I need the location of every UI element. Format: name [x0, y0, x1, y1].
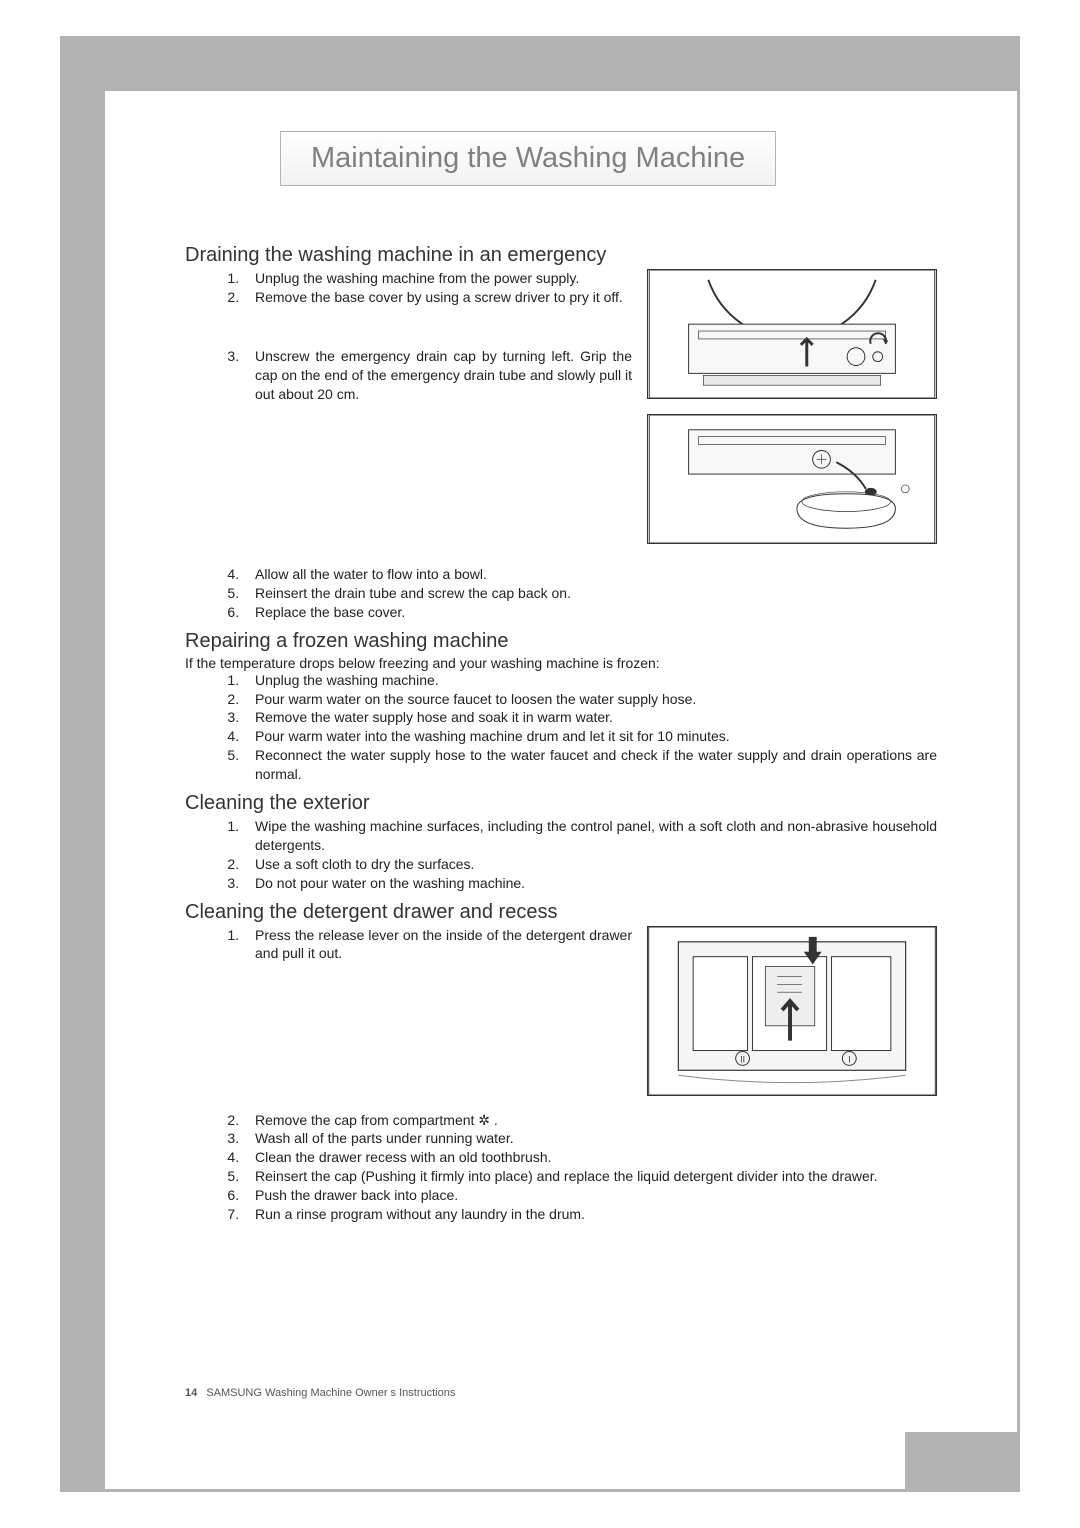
list-item: Unplug the washing machine from the powe… [243, 269, 632, 288]
diagram-drain-tube [647, 414, 937, 544]
title-box: Maintaining the Washing Machine [280, 131, 776, 186]
drawer-split: Press the release lever on the inside of… [185, 926, 937, 1111]
drawer-list-b: Remove the cap from compartment ✲ . Wash… [185, 1111, 937, 1224]
list-item: Pour warm water into the washing machine… [243, 727, 937, 746]
draining-split: Unplug the washing machine from the powe… [185, 269, 937, 559]
bottom-right-decoration [905, 1432, 1020, 1492]
list-item: Remove the water supply hose and soak it… [243, 708, 937, 727]
list-item: Pour warm water on the source faucet to … [243, 690, 937, 709]
draining-list-b: Unscrew the emergency drain cap by turni… [185, 347, 632, 404]
drawer-list-a: Press the release lever on the inside of… [185, 926, 632, 964]
draining-text-col: Unplug the washing machine from the powe… [185, 269, 632, 559]
page-footer: 14 SAMSUNG Washing Machine Owner s Instr… [185, 1387, 455, 1399]
corner-decoration [60, 36, 105, 91]
diagram-base-cover [647, 269, 937, 399]
list-item: Use a soft cloth to dry the surfaces. [243, 855, 937, 874]
list-item: Unplug the washing machine. [243, 671, 937, 690]
list-item: Remove the base cover by using a screw d… [243, 288, 632, 307]
draining-list-a: Unplug the washing machine from the powe… [185, 269, 632, 307]
footer-brand: SAMSUNG [206, 1387, 262, 1399]
list-item: Run a rinse program without any laundry … [243, 1205, 937, 1224]
drawer-diagram-col: II I [647, 926, 937, 1111]
draining-list-c: Allow all the water to flow into a bowl.… [185, 565, 937, 622]
list-item: Unscrew the emergency drain cap by turni… [243, 347, 632, 404]
list-item: Press the release lever on the inside of… [243, 926, 632, 964]
list-item: Push the drawer back into place. [243, 1186, 937, 1205]
list-item: Do not pour water on the washing machine… [243, 874, 937, 893]
list-item: Allow all the water to flow into a bowl. [243, 565, 937, 584]
exterior-list: Wipe the washing machine surfaces, inclu… [185, 817, 937, 893]
list-item: Remove the cap from compartment ✲ . [243, 1111, 937, 1130]
footer-doc: Washing Machine Owner s Instructions [265, 1387, 455, 1399]
draining-diagram-col [647, 269, 937, 559]
content-area: Maintaining the Washing Machine Draining… [105, 91, 1017, 1264]
page-title: Maintaining the Washing Machine [311, 142, 745, 175]
svg-text:II: II [740, 1054, 745, 1064]
drawer-text-col: Press the release lever on the inside of… [185, 926, 632, 1111]
diagram-detergent-drawer: II I [647, 926, 937, 1096]
frozen-intro: If the temperature drops below freezing … [185, 655, 937, 671]
list-item: Wash all of the parts under running wate… [243, 1129, 937, 1148]
svg-text:I: I [848, 1054, 850, 1064]
list-item: Replace the base cover. [243, 603, 937, 622]
top-right-decoration [905, 36, 1020, 91]
frozen-list: Unplug the washing machine. Pour warm wa… [185, 671, 937, 784]
exterior-heading: Cleaning the exterior [185, 792, 937, 815]
page-number: 14 [185, 1387, 197, 1399]
list-item: Reconnect the water supply hose to the w… [243, 746, 937, 784]
list-item: Reinsert the drain tube and screw the ca… [243, 584, 937, 603]
list-item: Reinsert the cap (Pushing it firmly into… [243, 1167, 937, 1186]
drawer-heading: Cleaning the detergent drawer and recess [185, 901, 937, 924]
draining-heading: Draining the washing machine in an emerg… [185, 244, 937, 267]
list-item: Clean the drawer recess with an old toot… [243, 1148, 937, 1167]
list-item: Wipe the washing machine surfaces, inclu… [243, 817, 937, 855]
page-frame: Maintaining the Washing Machine Draining… [60, 36, 1020, 1492]
frozen-heading: Repairing a frozen washing machine [185, 630, 937, 653]
